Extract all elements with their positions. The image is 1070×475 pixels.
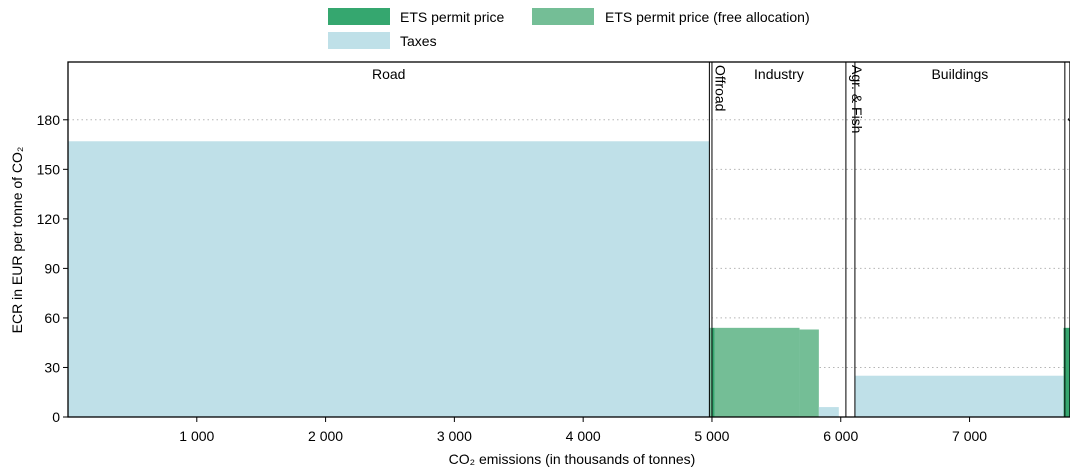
legend-swatch-ets [328,8,390,25]
legend-label-ets-free: ETS permit price (free allocation) [605,9,810,25]
sector-labels: Road Offroad Industry Agr. & Fish Buildings E… [372,65,1070,133]
x-tick-label: 6 000 [823,428,858,444]
y-tick-label: 180 [37,112,61,128]
y-tick-label: 120 [37,211,61,227]
bars [68,141,1070,418]
sector-label: Industry [754,66,804,82]
bar-ets [711,327,715,417]
x-tick-label: 3 000 [437,428,472,444]
x-tick-label: 7 000 [952,428,987,444]
y-tick-label: 30 [44,359,60,375]
x-tick-label: 4 000 [566,428,601,444]
y-axis-ticks: 0 30 60 90 120 150 180 [37,112,68,425]
bar-taxes [818,407,839,417]
y-axis-title: ECR in EUR per tonne of CO₂ [9,147,25,334]
legend-label-ets: ETS permit price [400,9,504,25]
plot-frame [67,61,1070,418]
bar-ets_free [709,327,712,417]
bar-ets_free [799,329,819,417]
x-tick-label: 5 000 [694,428,729,444]
y-tick-label: 90 [44,260,60,276]
bar-ets [1063,327,1070,417]
sector-label: Offroad [712,65,728,111]
legend: ETS permit price ETS permit price (free … [328,8,810,49]
bar-taxes [68,141,710,418]
legend-swatch-ets-free [532,8,594,25]
sector-label: Buildings [931,66,988,82]
sector-label: Agr. & Fish [849,65,865,133]
x-tick-label: 1 000 [179,428,214,444]
legend-swatch-taxes [328,32,390,49]
sector-label: Road [372,66,405,82]
sector-label: Electricity [1068,65,1070,125]
x-axis-ticks: 1 000 2 000 3 000 4 000 5 000 6 000 7 000 [179,417,987,444]
bar-taxes [854,375,1064,417]
y-tick-label: 60 [44,310,60,326]
x-axis-title: CO₂ emissions (in thousands of tonnes) [449,451,696,467]
bar-ets_free [714,327,800,417]
sector-dividers [708,62,1066,417]
y-tick-label: 0 [52,409,60,425]
y-tick-label: 150 [37,161,61,177]
legend-label-taxes: Taxes [400,33,437,49]
x-tick-label: 2 000 [308,428,343,444]
